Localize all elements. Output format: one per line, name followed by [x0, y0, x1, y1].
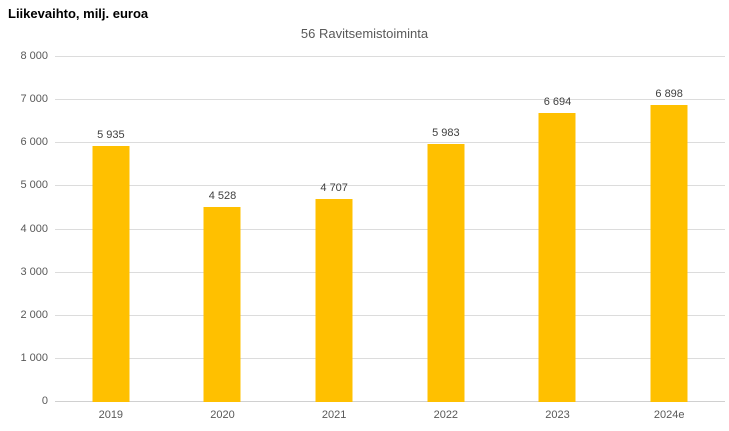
bar-value-label: 5 983 — [432, 126, 460, 139]
gridline — [55, 357, 725, 359]
x-axis-tick-label: 2024e — [653, 409, 685, 421]
x-axis-tick-label: 2022 — [433, 409, 459, 421]
y-axis-tick-label: 3 000 — [20, 265, 48, 278]
y-axis-tick-label: 5 000 — [20, 179, 48, 192]
x-axis-tick-label: 2023 — [545, 409, 570, 421]
bar-2019 — [92, 146, 130, 402]
y-axis-tick-label: 6 000 — [20, 136, 48, 149]
gridline — [55, 99, 725, 101]
bar-2023 — [538, 113, 576, 402]
bar-slot: 4 707 — [278, 57, 390, 402]
y-axis-tick-label: 2 000 — [20, 308, 48, 321]
gridline — [55, 56, 725, 57]
bar-2022 — [427, 143, 465, 402]
bar-value-label: 4 707 — [320, 182, 348, 195]
chart-title: 56 Ravitsemistoiminta — [300, 26, 429, 41]
gridline — [55, 185, 725, 187]
bar-slot: 4 528 — [167, 57, 279, 402]
gridline — [55, 401, 725, 402]
y-axis-tick-label: 1 000 — [20, 351, 48, 364]
x-axis-tick-label: 2021 — [321, 409, 347, 421]
x-axis-tick-label: 2020 — [210, 409, 235, 421]
bar-2021 — [315, 199, 353, 402]
y-axis-tick-label: 8 000 — [20, 50, 48, 62]
bar-value-label: 4 528 — [208, 189, 237, 202]
bar-slot: 5 983 — [390, 57, 502, 402]
bar-2020 — [203, 206, 241, 402]
y-axis-tick-label: 0 — [41, 395, 48, 407]
bar-slot: 6 694 — [502, 57, 614, 402]
bar-value-label: 5 935 — [97, 129, 125, 142]
bar-value-label: 6 694 — [543, 96, 572, 109]
y-axis-tick-label: 7 000 — [20, 93, 48, 106]
x-axis-tick-label: 2019 — [98, 409, 124, 421]
y-axis-tick-label: 4 000 — [20, 222, 48, 235]
gridline — [55, 142, 725, 144]
gridline — [55, 314, 725, 316]
gridline — [55, 228, 725, 230]
bar-slot: 6 898 — [613, 57, 725, 402]
bar-slot: 5 935 — [55, 57, 167, 402]
gridline — [55, 271, 725, 273]
bar-2024e — [650, 104, 688, 402]
bar-value-label: 6 898 — [655, 87, 683, 100]
chart-axis-title: Liikevaihto, milj. euroa — [8, 6, 149, 21]
plot-area: 5 935 4 528 4 707 5 983 6 694 6 898 — [55, 56, 725, 402]
